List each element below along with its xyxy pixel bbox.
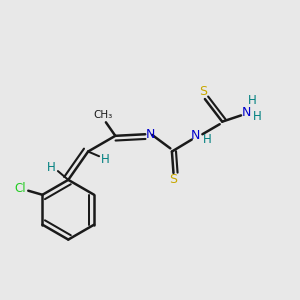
- Text: H: H: [101, 153, 110, 166]
- Text: CH₃: CH₃: [93, 110, 112, 120]
- Text: S: S: [169, 173, 178, 186]
- Text: Cl: Cl: [15, 182, 26, 195]
- Text: H: H: [253, 110, 262, 123]
- Text: H: H: [46, 161, 56, 174]
- Text: N: N: [242, 106, 251, 119]
- Text: N: N: [146, 128, 155, 141]
- Text: H: H: [248, 94, 256, 107]
- Text: H: H: [203, 133, 212, 146]
- Text: S: S: [199, 85, 207, 98]
- Text: N: N: [191, 129, 200, 142]
